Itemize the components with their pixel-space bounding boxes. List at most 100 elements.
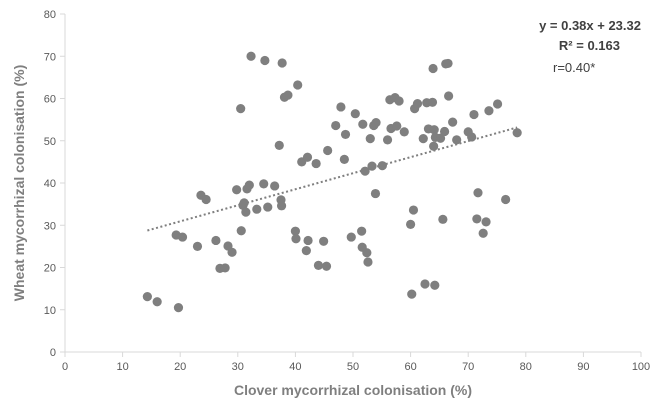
x-tick-label: 0 (62, 361, 68, 373)
x-tick-label: 40 (289, 361, 301, 373)
data-point (321, 261, 332, 271)
x-tick-label: 50 (347, 361, 359, 373)
data-point (293, 80, 303, 90)
data-point (260, 55, 270, 66)
r-squared-label: R² = 0.163 (559, 38, 620, 53)
axes (60, 13, 642, 357)
data-point (232, 185, 242, 195)
data-point (444, 91, 454, 101)
y-tick-label: 0 (50, 347, 56, 359)
trendline-layer (147, 126, 518, 232)
data-point (367, 161, 377, 171)
data-point (331, 120, 341, 131)
data-point (244, 180, 254, 190)
data-point (339, 154, 349, 164)
y-tick-label: 20 (44, 263, 56, 275)
data-point (478, 228, 488, 238)
data-point (362, 248, 372, 258)
data-point (350, 109, 360, 119)
data-point (365, 134, 375, 144)
data-point (472, 214, 482, 224)
data-point (420, 279, 430, 289)
x-tick-label: 30 (232, 361, 244, 373)
data-point (259, 179, 269, 189)
trendline (147, 126, 518, 232)
data-point (382, 135, 393, 145)
data-point (427, 97, 438, 107)
data-point (467, 132, 477, 142)
data-point (241, 207, 251, 217)
data-point (418, 134, 428, 144)
y-tick-label: 30 (44, 220, 56, 232)
x-tick-label: 80 (520, 361, 532, 373)
data-point (370, 188, 381, 199)
data-point (274, 140, 284, 150)
data-point (277, 58, 287, 68)
data-point (360, 166, 370, 176)
data-point (340, 129, 351, 140)
data-points-layer (142, 51, 522, 313)
data-point (501, 194, 511, 205)
data-point (412, 98, 423, 109)
x-tick-label: 60 (404, 361, 416, 373)
data-point (173, 303, 184, 313)
x-tick-label: 20 (174, 361, 186, 373)
data-point (430, 280, 440, 290)
data-point (443, 58, 453, 69)
y-tick-label: 60 (44, 94, 56, 106)
correlation-label: r=0.40* (553, 60, 595, 75)
data-point (270, 181, 280, 191)
data-point (357, 226, 367, 236)
data-point (227, 247, 237, 257)
x-axis-title: Clover mycorrhizal colonisation (%) (234, 382, 472, 398)
data-point (407, 289, 417, 299)
data-point (392, 121, 402, 131)
y-tick-label: 70 (44, 51, 56, 63)
data-point (177, 232, 188, 242)
data-point (406, 219, 416, 230)
data-point (428, 63, 438, 74)
data-point (484, 106, 494, 116)
data-point (512, 128, 522, 138)
data-point (211, 235, 221, 246)
data-point (438, 214, 448, 224)
data-point (290, 226, 300, 236)
data-point (220, 263, 230, 273)
tick-labels: 0 10 20 30 40 50 60 70 80 90 100 0 10 20 30 40 50 60 70 80 (44, 9, 650, 373)
data-point (276, 201, 287, 211)
data-point (363, 257, 373, 267)
y-tick-label: 10 (44, 305, 56, 317)
data-point (311, 158, 321, 169)
data-point (429, 125, 439, 135)
data-point (452, 135, 462, 145)
y-tick-label: 50 (44, 136, 56, 148)
data-point (301, 246, 311, 256)
data-point (303, 235, 313, 246)
data-point (336, 102, 346, 112)
data-point (283, 90, 293, 100)
data-point (236, 104, 246, 114)
data-point (346, 232, 356, 242)
x-tick-label: 10 (116, 361, 128, 373)
trendline-equation: y = 0.38x + 23.32 (539, 18, 641, 33)
data-point (473, 188, 483, 198)
data-point (394, 96, 404, 106)
data-point (142, 292, 152, 302)
data-point (239, 198, 249, 208)
x-tick-label: 70 (462, 361, 474, 373)
data-point (377, 161, 387, 171)
data-point (302, 152, 313, 162)
data-point (448, 117, 458, 127)
data-point (236, 226, 246, 236)
data-point (246, 51, 256, 61)
data-point (319, 236, 329, 246)
data-point (371, 117, 381, 128)
data-point (399, 127, 409, 137)
data-point (152, 297, 162, 307)
y-tick-label: 80 (44, 9, 56, 21)
x-tick-label: 100 (632, 361, 650, 373)
data-point (358, 119, 368, 129)
data-point (439, 126, 450, 137)
data-point (492, 99, 503, 109)
